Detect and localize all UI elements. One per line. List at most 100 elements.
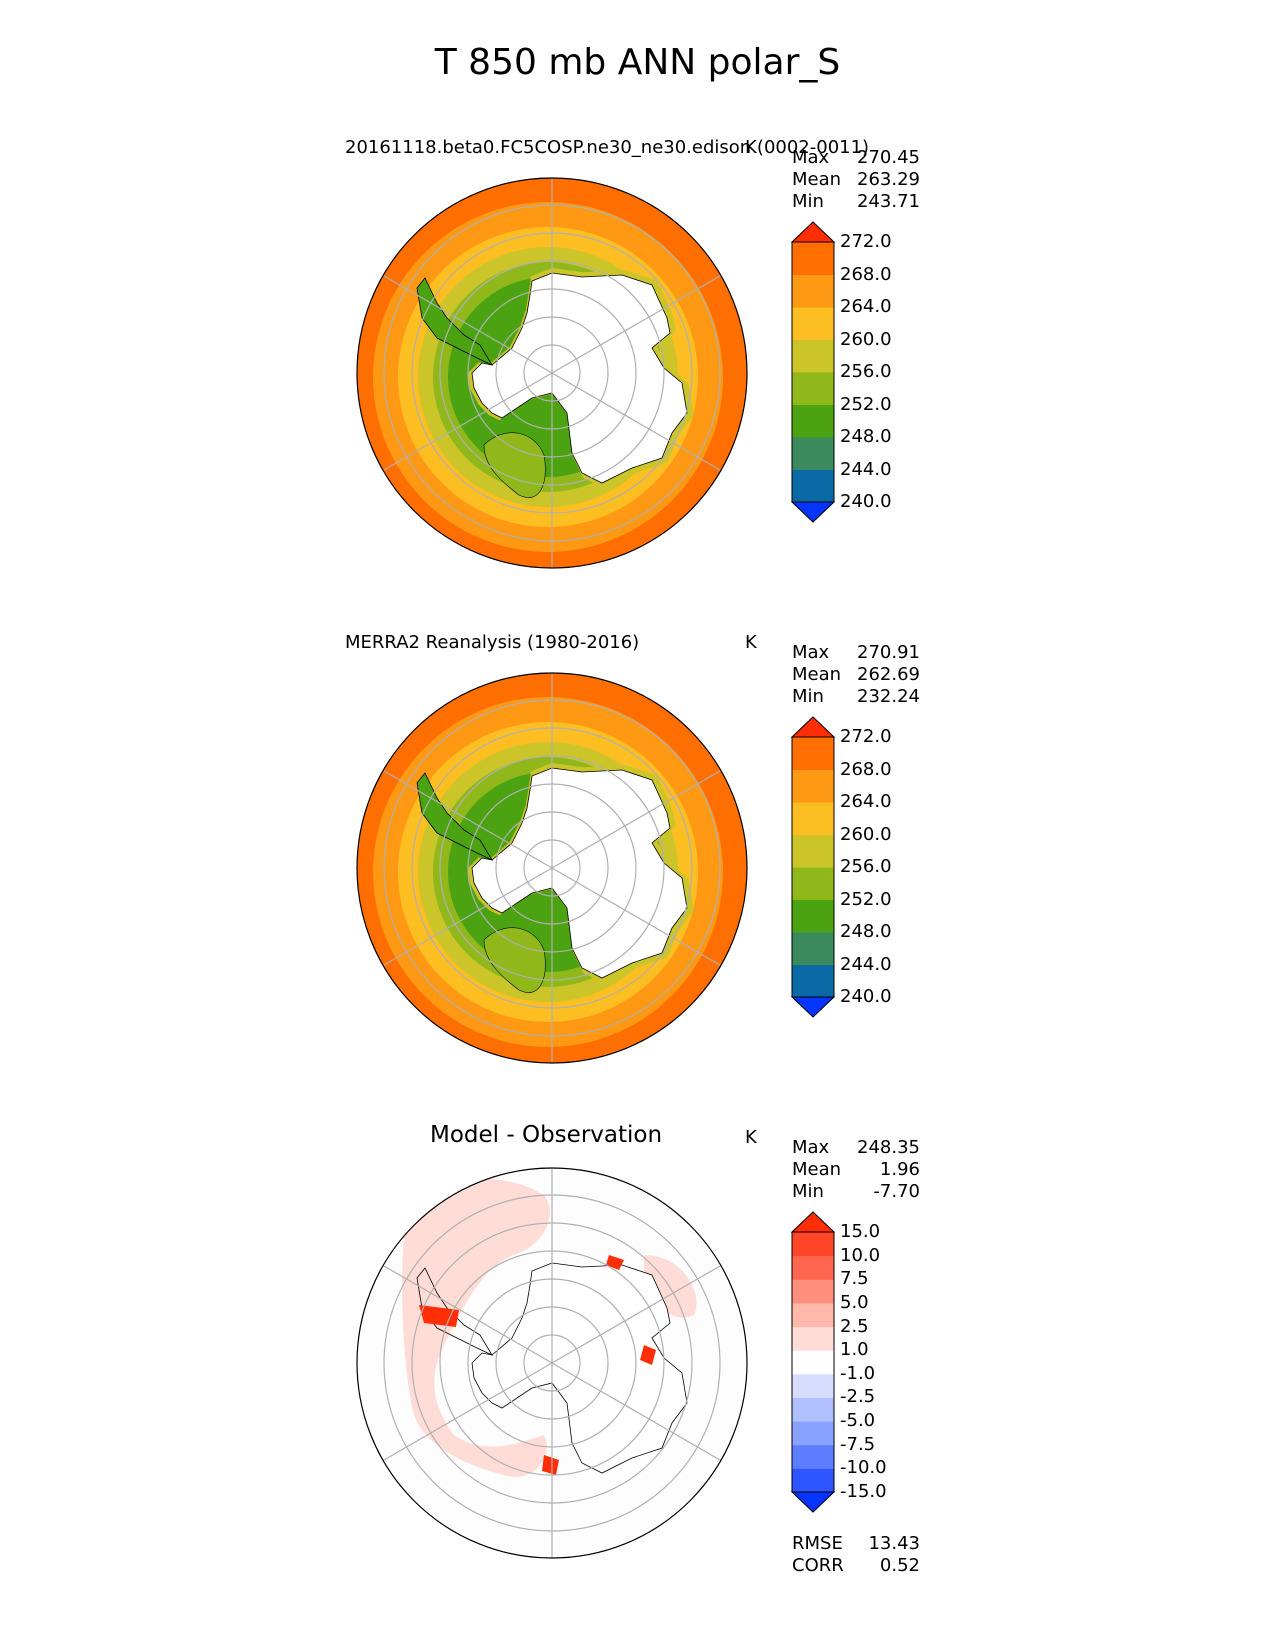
colorbar-tick-label: 268.0 — [840, 263, 892, 285]
stat-label: Mean — [792, 169, 842, 190]
polar-map-ref — [356, 672, 748, 1064]
stat-value: 270.91 — [857, 642, 920, 663]
colorbar-tick-label: 244.0 — [840, 458, 892, 480]
colorbar-extend-min — [790, 501, 836, 523]
colorbar-cell — [792, 932, 834, 965]
colorbar-tick-label: -7.5 — [840, 1433, 876, 1455]
colorbar-extend-max — [790, 716, 836, 738]
colorbar-tick-label: 260.0 — [840, 823, 892, 845]
colorbar-tick-label: 244.0 — [840, 953, 892, 975]
stat-max: Max 270.91 — [792, 642, 920, 664]
colorbar-cell — [792, 1255, 834, 1280]
colorbar-tick-label: -10.0 — [840, 1457, 887, 1479]
stat-value: 248.35 — [857, 1137, 920, 1158]
strong-bias-patch — [606, 1255, 624, 1270]
colorbar-tick-label: 260.0 — [840, 328, 892, 350]
colorbar-cell — [792, 437, 834, 470]
colorbar-cell — [792, 769, 834, 803]
colorbar-cell — [792, 242, 834, 275]
stat-max: Max 270.45 — [792, 147, 920, 169]
colorbar-tick-label: 264.0 — [840, 296, 892, 317]
colorbar-cell — [792, 1373, 834, 1398]
colorbar-cell — [792, 964, 834, 998]
colorbar-tick-label: 1.0 — [840, 1339, 869, 1361]
panel-title: MERRA2 Reanalysis (1980-2016) — [345, 632, 640, 653]
strong-bias-patch — [542, 1455, 559, 1475]
stat-value: 1.96 — [879, 1159, 920, 1180]
peninsula-outline — [416, 1267, 494, 1356]
map-boundary — [356, 177, 748, 569]
meridian-line — [551, 1264, 722, 1364]
stat-mean: Mean 1.96 — [792, 1159, 920, 1181]
colorbar-cell — [792, 1302, 834, 1328]
polar-map-diff — [356, 1167, 748, 1559]
colorbar-tick-label: -1.0 — [840, 1362, 876, 1384]
meridian-line — [551, 372, 722, 472]
meridian-line — [382, 867, 553, 967]
panel-title: 20161118.beta0.FC5COSP.ne30_ne30.edison … — [345, 137, 870, 158]
colorbar-tick-label: 15.0 — [840, 1221, 881, 1242]
stat-value: 262.69 — [857, 664, 920, 685]
stat-value: 243.71 — [857, 191, 920, 212]
stat-min: Min -7.70 — [792, 1181, 920, 1203]
colorbar-tick-label: 10.0 — [840, 1244, 881, 1266]
figure-title: T 850 mb ANN polar_S — [434, 42, 841, 83]
stat-value: -7.70 — [873, 1181, 920, 1202]
colorbar-cell — [792, 1421, 834, 1446]
colorbar-extend-min — [790, 996, 836, 1018]
positive-bias-region — [402, 1178, 550, 1477]
polar-map-test — [356, 177, 748, 569]
colorbar-frame — [791, 736, 835, 998]
meridian-line — [382, 769, 553, 869]
stats-box: Max 270.91 Mean 262.69 Min 232.24 — [792, 642, 920, 708]
units-label: K — [745, 137, 757, 158]
stat-label: Max — [792, 147, 830, 168]
strong-bias-patch — [419, 1305, 459, 1327]
colorbar-cell — [792, 802, 834, 835]
colorbar-tick-label: 240.0 — [840, 986, 892, 1007]
stat-mean: Mean 263.29 — [792, 169, 920, 191]
colorbar-frame — [791, 241, 835, 503]
stat-label: Max — [792, 642, 830, 663]
metric-corr: CORR 0.52 — [792, 1555, 920, 1577]
colorbar-cell — [792, 737, 834, 770]
graticule — [382, 1168, 722, 1558]
stat-label: Min — [792, 191, 824, 212]
meridian-line — [551, 1362, 722, 1462]
colorbar-cell — [792, 1468, 834, 1493]
stat-min: Min 243.71 — [792, 191, 920, 213]
metric-value: 0.52 — [879, 1555, 920, 1576]
stats-box: Max 248.35 Mean 1.96 Min -7.70 — [792, 1137, 920, 1203]
stat-value: 270.45 — [857, 147, 920, 168]
colorbar-extend-max — [790, 221, 836, 243]
stat-label: Max — [792, 1137, 830, 1158]
meridian-line — [551, 867, 722, 967]
panel-diff: Model - Observation K Max 248.35 Mean 1.96… — [0, 1115, 1275, 1585]
colorbar-cell — [792, 307, 834, 340]
stat-label: Mean — [792, 664, 842, 685]
colorbar-cell — [792, 372, 834, 405]
colorbar-cell — [792, 1444, 834, 1469]
colorbar-tick-label: 256.0 — [840, 856, 892, 877]
colorbar-tick-label: -15.0 — [840, 1481, 887, 1502]
colorbar-tick-label: 264.0 — [840, 791, 892, 812]
colorbar-cell — [792, 274, 834, 308]
panel-test: 20161118.beta0.FC5COSP.ne30_ne30.edison … — [0, 125, 1275, 595]
ross-sea-region — [483, 432, 546, 498]
colorbar-tick-label: 272.0 — [840, 231, 892, 252]
meridian-line — [382, 372, 553, 472]
meridian-line — [551, 274, 722, 374]
colorbar-cell — [792, 899, 834, 933]
ross-sea-region — [483, 927, 546, 993]
colorbar-tick-label: 5.0 — [840, 1291, 869, 1313]
colorbar-tick-label: 272.0 — [840, 726, 892, 747]
colorbar-extend-min — [790, 1491, 836, 1513]
meridian-line — [382, 1362, 553, 1462]
stat-label: Mean — [792, 1159, 842, 1180]
colorbar-tick-label: 2.5 — [840, 1315, 869, 1337]
colorbar-tick-label: 240.0 — [840, 491, 892, 512]
metrics-box: RMSE 13.43 CORR 0.52 — [792, 1533, 920, 1577]
colorbar-cell — [792, 339, 834, 373]
graticule — [382, 178, 722, 568]
colorbar-extend-max — [790, 1211, 836, 1233]
